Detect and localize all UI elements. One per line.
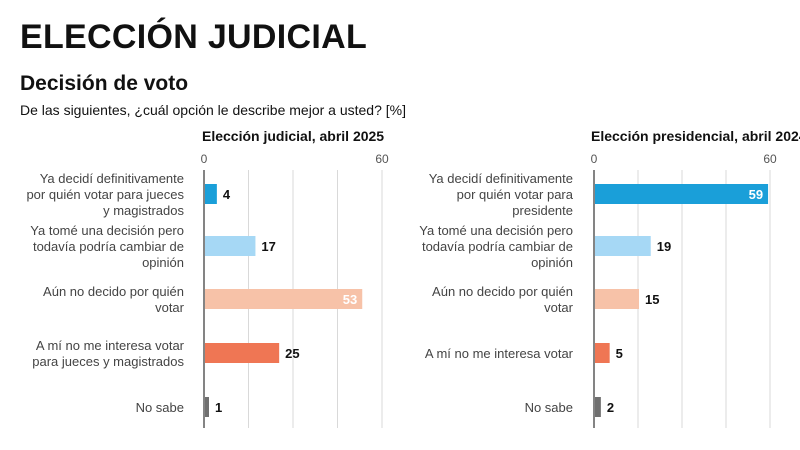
bar: [205, 343, 280, 363]
category-label: No sabe: [525, 400, 573, 415]
category-label: Ya decidí definitivamente por quién votar…: [26, 171, 184, 218]
bar: [205, 184, 217, 204]
bar: [205, 236, 256, 256]
survey-question: De las siguientes, ¿cuál opción le descr…: [20, 102, 406, 118]
data-label: 59: [749, 187, 763, 202]
bar: [595, 184, 769, 204]
category-label: Ya tomé una decisión pero todavía podría …: [419, 223, 573, 270]
bar: [205, 289, 363, 309]
category-label: Ya decidí definitivamente por quién votar…: [429, 171, 574, 218]
panel-title-0: Elección judicial, abril 2025: [202, 128, 384, 144]
bar: [595, 343, 610, 363]
category-label: Aún no decido por quién votar: [43, 284, 185, 315]
data-label: 4: [223, 187, 231, 202]
chart-subtitle: Decisión de voto: [20, 72, 189, 95]
tick-label: 60: [375, 152, 389, 166]
data-label: 53: [343, 292, 357, 307]
data-label: 19: [657, 239, 671, 254]
tick-label: 60: [763, 152, 777, 166]
category-label: A mí no me interesa votar: [425, 346, 574, 361]
category-label: No sabe: [136, 400, 184, 415]
bar: [595, 236, 651, 256]
tick-label: 0: [201, 152, 208, 166]
category-label: Aún no decido por quién votar: [432, 284, 574, 315]
page-title: ELECCIÓN JUDICIAL: [20, 18, 368, 56]
bar: [595, 289, 639, 309]
data-label: 25: [285, 346, 299, 361]
panel-title-1: Elección presidencial, abril 2024: [591, 128, 800, 144]
category-label: Ya tomé una decisión pero todavía podría …: [30, 223, 184, 270]
tick-label: 0: [591, 152, 598, 166]
category-label: A mí no me interesa votar para jueces y m…: [32, 338, 184, 369]
bar: [595, 397, 601, 417]
data-label: 15: [645, 292, 659, 307]
bar: [205, 397, 209, 417]
data-label: 5: [616, 346, 623, 361]
data-label: 2: [607, 400, 614, 415]
data-label: 1: [215, 400, 222, 415]
data-label: 17: [261, 239, 275, 254]
